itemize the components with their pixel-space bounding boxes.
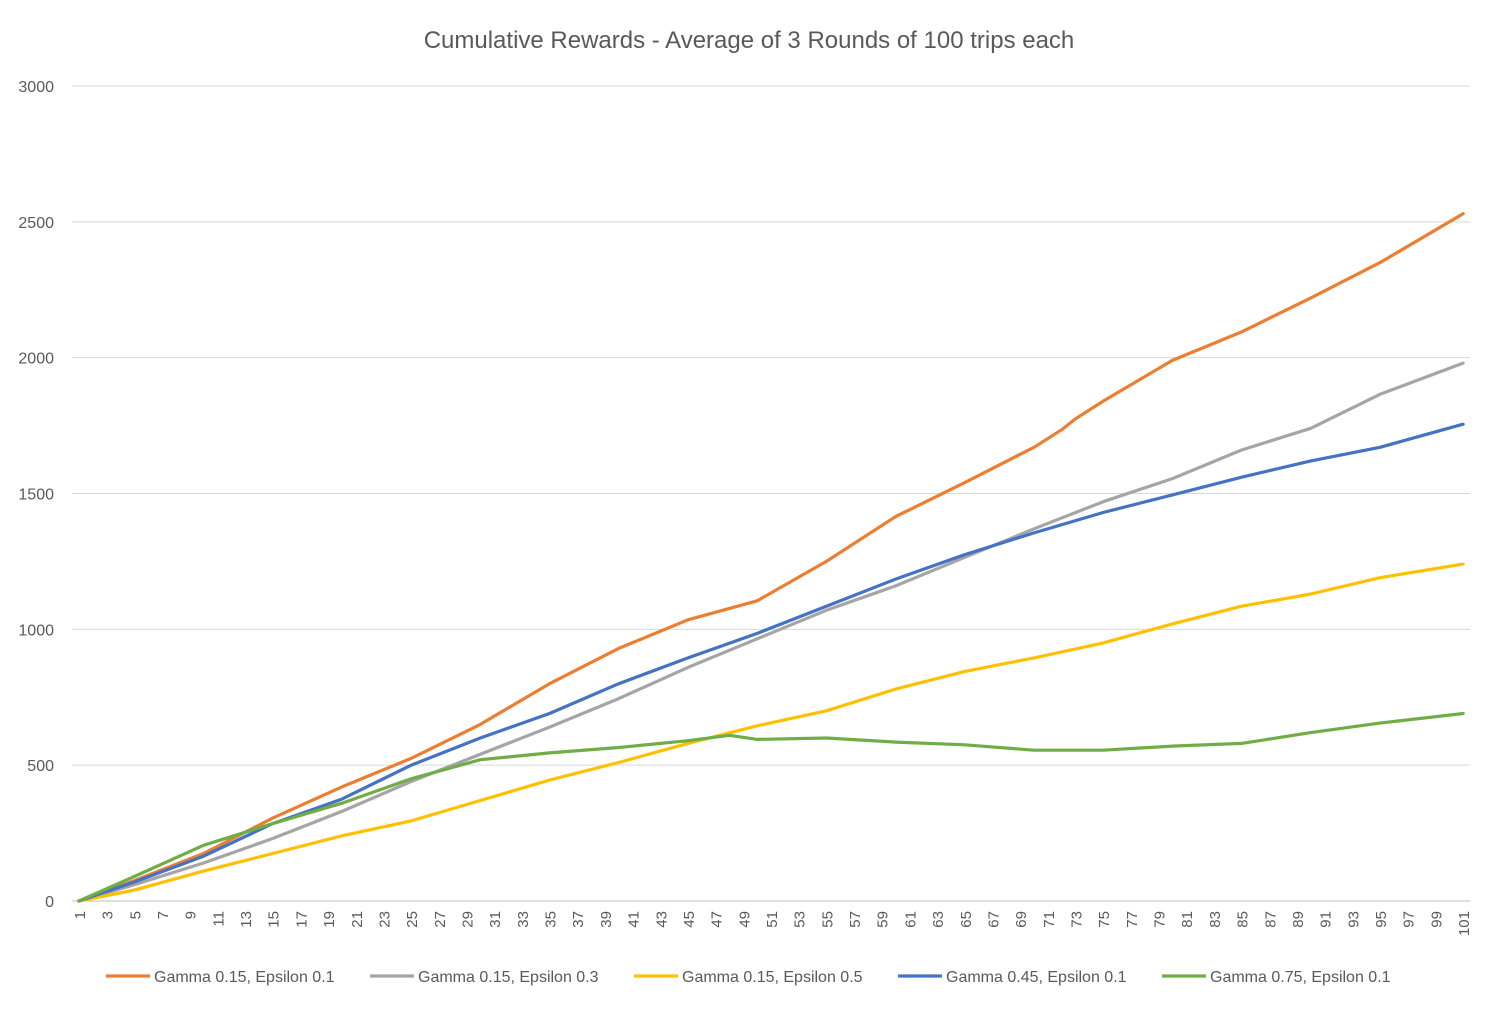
legend-label-2: Gamma 0.15, Epsilon 0.3	[418, 969, 599, 986]
y-tick-label: 2000	[18, 351, 54, 368]
legend-label-5: Gamma 0.75, Epsilon 0.1	[1210, 969, 1391, 986]
y-tick-label: 1000	[18, 622, 54, 639]
x-tick-label: 83	[1207, 911, 1224, 928]
x-tick-label: 7	[155, 911, 172, 919]
x-tick-label: 27	[432, 911, 449, 928]
series-line-2	[77, 361, 1465, 903]
x-tick-label: 79	[1152, 911, 1169, 928]
x-tick-label: 19	[321, 911, 338, 928]
x-tick-label: 9	[183, 911, 200, 919]
x-tick-label: 23	[376, 911, 393, 928]
x-axis: 1 3 5 7 9 11 13 15 17 19 21 23 25 27 29 31 33 35 37 39 41 43 4…	[72, 911, 1473, 936]
gridlines	[72, 85, 1470, 766]
x-tick-label: 85	[1235, 911, 1252, 928]
x-tick-label: 15	[266, 911, 283, 928]
x-tick-label: 11	[210, 911, 227, 927]
y-tick-label: 0	[45, 894, 54, 911]
x-tick-label: 61	[902, 911, 919, 928]
legend: Gamma 0.15, Epsilon 0.1 Gamma 0.15, Epsil…	[106, 969, 1391, 986]
y-tick-label: 1500	[18, 487, 54, 504]
x-tick-label: 63	[930, 911, 947, 928]
x-tick-label: 21	[349, 911, 366, 928]
legend-label-1: Gamma 0.15, Epsilon 0.1	[154, 969, 335, 986]
x-tick-label: 33	[515, 911, 532, 928]
series-line-5	[77, 711, 1465, 903]
x-tick-label: 53	[792, 911, 809, 928]
x-tick-label: 35	[543, 911, 560, 928]
x-tick-label: 101	[1456, 911, 1473, 936]
x-tick-label: 97	[1401, 911, 1418, 928]
x-tick-label: 41	[626, 911, 643, 928]
x-tick-label: 47	[709, 911, 726, 928]
legend-label-4: Gamma 0.45, Epsilon 0.1	[946, 969, 1127, 986]
y-axis: 0 500 1000 1500 2000 2500 3000	[18, 79, 1470, 911]
x-tick-label: 69	[1013, 911, 1030, 928]
x-tick-label: 65	[958, 911, 975, 928]
x-tick-label: 37	[570, 911, 587, 928]
x-tick-label: 51	[764, 911, 781, 928]
x-tick-label: 59	[875, 911, 892, 928]
x-tick-label: 81	[1179, 911, 1196, 928]
x-tick-label: 71	[1041, 911, 1058, 928]
y-tick-label: 500	[27, 758, 54, 775]
x-tick-label: 89	[1290, 911, 1307, 928]
series-line-3	[77, 562, 1465, 903]
x-tick-label: 45	[681, 911, 698, 928]
series-line-4	[77, 422, 1465, 903]
x-tick-label: 1	[72, 911, 89, 919]
x-tick-label: 5	[127, 911, 144, 919]
x-tick-label: 87	[1262, 911, 1279, 928]
x-tick-label: 39	[598, 911, 615, 928]
series-line-1	[77, 212, 1465, 903]
x-tick-label: 73	[1069, 911, 1086, 928]
y-tick-label: 2500	[18, 215, 54, 232]
x-tick-label: 67	[985, 911, 1002, 928]
x-tick-label: 75	[1096, 911, 1113, 928]
x-tick-label: 91	[1318, 911, 1335, 928]
x-tick-label: 57	[847, 911, 864, 928]
x-tick-label: 77	[1124, 911, 1141, 928]
x-tick-label: 49	[736, 911, 753, 928]
x-tick-label: 17	[293, 911, 310, 928]
x-tick-label: 93	[1345, 911, 1362, 928]
legend-label-3: Gamma 0.15, Epsilon 0.5	[682, 969, 863, 986]
chart-title: Cumulative Rewards - Average of 3 Rounds…	[424, 27, 1075, 54]
x-tick-label: 99	[1428, 911, 1445, 928]
x-tick-label: 55	[819, 911, 836, 928]
series-lines	[77, 212, 1465, 903]
x-tick-label: 13	[238, 911, 255, 928]
x-tick-label: 31	[487, 911, 504, 928]
x-tick-label: 25	[404, 911, 421, 928]
x-tick-label: 29	[459, 911, 476, 928]
x-tick-label: 43	[653, 911, 670, 928]
x-tick-label: 3	[100, 911, 117, 919]
y-tick-label: 3000	[18, 79, 54, 96]
x-tick-label: 95	[1373, 911, 1390, 928]
